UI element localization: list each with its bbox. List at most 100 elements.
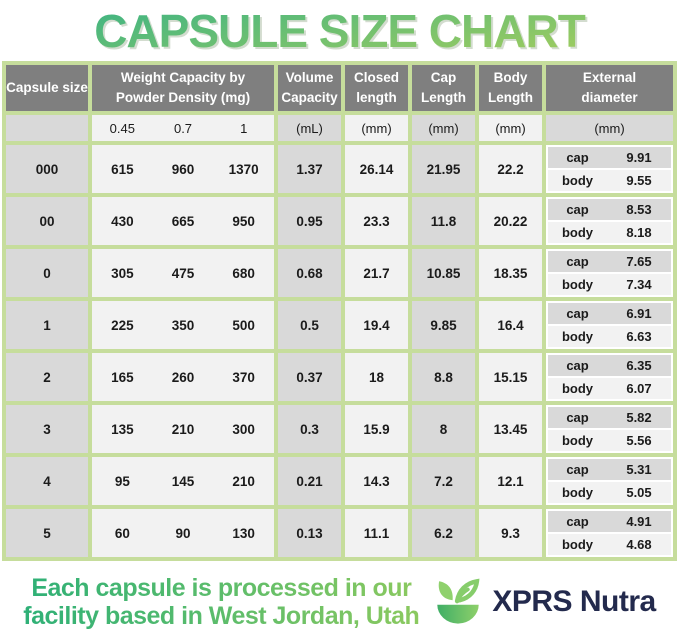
header-body-length: Body Length — [479, 65, 542, 112]
cap-length-value-row2: 10.85 — [412, 249, 475, 298]
weight-value-0-row1: 430 — [111, 213, 134, 229]
brand-logo: XPRS Nutra — [431, 575, 656, 629]
volume-value-row3: 0.5 — [278, 301, 341, 350]
external-cap-subrow-row0: cap 9.91 — [548, 147, 671, 169]
body-label-row2: body — [561, 277, 594, 293]
cap-label-row3: cap — [566, 306, 589, 322]
weight-value-1-row3: 350 — [171, 317, 195, 333]
weight-value-2-row1: 950 — [232, 213, 255, 229]
brand-name: XPRS Nutra — [492, 585, 656, 619]
header-cap-length: Cap Length — [412, 65, 475, 112]
body-length-value-row4: 15.15 — [479, 353, 542, 402]
capsule-size-value-row6: 4 — [6, 457, 88, 506]
header-weight-line1: Weight Capacity by — [120, 69, 246, 85]
header-volume-line2: Capacity — [281, 90, 338, 106]
header-external-line2: diameter — [581, 90, 638, 106]
cap-length-value-row7: 6.2 — [412, 509, 475, 558]
units-capsule-size-empty — [6, 115, 88, 142]
header-capsule-size: Capsule size — [6, 65, 88, 112]
weight-value-1-row6: 145 — [171, 473, 195, 489]
weight-value-0-row3: 225 — [111, 317, 134, 333]
volume-value-row7: 0.13 — [278, 509, 341, 558]
weight-value-1-row0: 960 — [171, 161, 195, 177]
weight-value-2-row6: 210 — [232, 473, 255, 489]
density-1: 1 — [240, 120, 248, 136]
body-label-row1: body — [561, 225, 594, 241]
density-0.45: 0.45 — [109, 120, 135, 136]
body-label-row4: body — [561, 381, 594, 397]
density-0.7: 0.7 — [173, 120, 193, 136]
header-cap-line1: Cap — [430, 69, 457, 85]
external-cap-subrow-row7: cap 4.91 — [548, 511, 671, 533]
header-closed-length: Closed length — [345, 65, 408, 112]
capsule-size-value-row7: 5 — [6, 509, 88, 558]
header-capsule-size-label: Capsule size — [6, 79, 88, 95]
external-diameter-cell-row4: cap 6.35 body 6.07 — [546, 353, 673, 402]
external-body-subrow-row4: body 6.07 — [548, 378, 671, 400]
units-external-diameter: (mm) — [546, 115, 673, 142]
body-length-value-row6: 12.1 — [479, 457, 542, 506]
cap-diameter-value-row6: 5.31 — [626, 462, 652, 478]
closed-length-value-row0: 26.14 — [345, 145, 408, 194]
external-body-subrow-row3: body 6.63 — [548, 326, 671, 348]
body-label-row5: body — [561, 433, 594, 449]
external-body-subrow-row7: body 4.68 — [548, 534, 671, 556]
body-diameter-value-row1: 8.18 — [626, 225, 652, 241]
closed-length-value-row1: 23.3 — [345, 197, 408, 246]
cap-label-row1: cap — [566, 202, 589, 218]
body-label-row0: body — [561, 173, 594, 189]
weight-values-row3: 225 350 500 — [92, 301, 274, 350]
closed-length-value-row7: 11.1 — [345, 509, 408, 558]
units-volume: (mL) — [278, 115, 341, 142]
body-diameter-value-row2: 7.34 — [626, 277, 652, 293]
volume-value-row1: 0.95 — [278, 197, 341, 246]
weight-value-2-row5: 300 — [232, 421, 255, 437]
body-label-row7: body — [561, 537, 594, 553]
external-cap-subrow-row3: cap 6.91 — [548, 303, 671, 325]
cap-diameter-value-row7: 4.91 — [626, 514, 652, 530]
volume-value-row2: 0.68 — [278, 249, 341, 298]
header-weight-capacity: Weight Capacity by Powder Density (mg) — [92, 65, 274, 112]
cap-length-value-row1: 11.8 — [412, 197, 475, 246]
volume-value-row5: 0.3 — [278, 405, 341, 454]
tagline-line1: Each capsule is processed in our — [31, 574, 412, 603]
closed-length-value-row4: 18 — [345, 353, 408, 402]
closed-length-value-row3: 19.4 — [345, 301, 408, 350]
body-diameter-value-row7: 4.68 — [626, 537, 652, 553]
weight-value-0-row5: 135 — [111, 421, 134, 437]
body-diameter-value-row0: 9.55 — [626, 173, 652, 189]
body-length-value-row3: 16.4 — [479, 301, 542, 350]
external-cap-subrow-row4: cap 6.35 — [548, 355, 671, 377]
footer: Each capsule is processed in our facilit… — [0, 574, 679, 630]
cap-length-value-row3: 9.85 — [412, 301, 475, 350]
body-diameter-value-row3: 6.63 — [626, 329, 652, 345]
capsule-size-value-row4: 2 — [6, 353, 88, 402]
header-body-line1: Body — [493, 69, 528, 85]
body-diameter-value-row4: 6.07 — [626, 381, 652, 397]
header-volume-capacity: Volume Capacity — [278, 65, 341, 112]
cap-label-row4: cap — [566, 358, 589, 374]
weight-value-0-row2: 305 — [111, 265, 134, 281]
weight-value-1-row4: 260 — [171, 369, 195, 385]
body-length-value-row2: 18.35 — [479, 249, 542, 298]
external-body-subrow-row2: body 7.34 — [548, 274, 671, 296]
capsule-size-value-row5: 3 — [6, 405, 88, 454]
body-diameter-value-row6: 5.05 — [626, 485, 652, 501]
external-cap-subrow-row5: cap 5.82 — [548, 407, 671, 429]
cap-diameter-value-row1: 8.53 — [626, 202, 652, 218]
weight-values-row7: 60 90 130 — [92, 509, 274, 558]
weight-value-2-row2: 680 — [232, 265, 255, 281]
weight-value-1-row2: 475 — [171, 265, 195, 281]
header-body-line2: Length — [488, 90, 533, 106]
weight-value-0-row0: 615 — [111, 161, 134, 177]
weight-values-row0: 615 960 1370 — [92, 145, 274, 194]
weight-value-1-row1: 665 — [171, 213, 195, 229]
external-diameter-cell-row1: cap 8.53 body 8.18 — [546, 197, 673, 246]
footer-tagline: Each capsule is processed in our facilit… — [23, 574, 419, 630]
weight-value-2-row0: 1370 — [228, 161, 259, 177]
header-external-diameter: External diameter — [546, 65, 673, 112]
capsule-size-value-row2: 0 — [6, 249, 88, 298]
weight-value-1-row7: 90 — [175, 525, 191, 541]
external-body-subrow-row0: body 9.55 — [548, 170, 671, 192]
